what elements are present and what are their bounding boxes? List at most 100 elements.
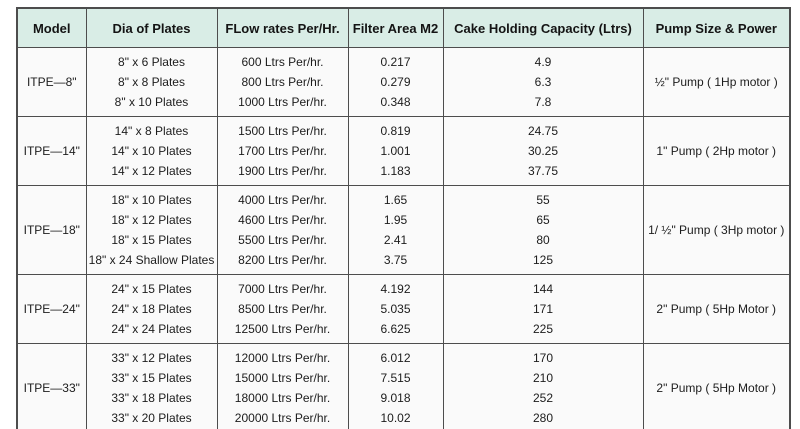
- cell-line: 37.75: [527, 164, 559, 178]
- cell-line: 7.515: [380, 371, 411, 385]
- cell-line: 0.279: [380, 75, 411, 89]
- cell-line: 18" x 10 Plates: [111, 193, 192, 207]
- flow-cell: 1500 Ltrs Per/hr. 1700 Ltrs Per/hr. 1900 L…: [216, 116, 349, 186]
- header-flow-rates: FLow rates Per/Hr.: [216, 7, 349, 48]
- cell-line: 15000 Ltrs Per/hr.: [234, 371, 331, 385]
- cell-line: 144: [532, 282, 554, 296]
- cell-line: 1500 Ltrs Per/hr.: [238, 124, 327, 138]
- cell-line: 55: [536, 193, 550, 207]
- cell-line: 2.41: [383, 233, 408, 247]
- cell-line: 12000 Ltrs Per/hr.: [234, 351, 331, 365]
- cell-line: 8" x 6 Plates: [118, 55, 185, 69]
- cell-line: 1.001: [380, 144, 411, 158]
- flow-cell: 600 Ltrs Per/hr. 800 Ltrs Per/hr. 1000 Ltr…: [216, 47, 349, 117]
- cell-line: 18000 Ltrs Per/hr.: [234, 391, 331, 405]
- area-cell: 0.217 0.279 0.348: [347, 47, 444, 117]
- cell-line: 0.348: [380, 95, 411, 109]
- cell-line: 80: [536, 233, 550, 247]
- cell-line: 800 Ltrs Per/hr.: [241, 75, 324, 89]
- cell-line: ITPE—14": [23, 144, 80, 158]
- cell-line: 8" x 8 Plates: [118, 75, 185, 89]
- model-cell: ITPE—18": [16, 185, 87, 275]
- cell-line: 1.183: [380, 164, 411, 178]
- cake-cell: 170 210 252 280: [442, 343, 644, 429]
- cell-line: 7000 Ltrs Per/hr.: [238, 282, 327, 296]
- cell-line: 33" x 12 Plates: [111, 351, 192, 365]
- area-cell: 0.819 1.001 1.183: [347, 116, 444, 186]
- cell-line: 4600 Ltrs Per/hr.: [238, 213, 327, 227]
- cell-line: 33" x 20 Plates: [111, 411, 192, 425]
- flow-cell: 12000 Ltrs Per/hr. 15000 Ltrs Per/hr. 1800…: [216, 343, 349, 429]
- cell-line: 1.65: [383, 193, 408, 207]
- table-body: ITPE—8" 8" x 6 Plates 8" x 8 Plates 8" x 10…: [16, 47, 791, 429]
- header-pump-size: Pump Size & Power: [642, 7, 791, 48]
- cell-line: 225: [532, 322, 554, 336]
- model-cell: ITPE—8": [16, 47, 87, 117]
- cell-line: 24" x 15 Plates: [111, 282, 192, 296]
- cell-line: 33" x 18 Plates: [111, 391, 192, 405]
- cell-line: 24.75: [527, 124, 559, 138]
- cell-line: 8200 Ltrs Per/hr.: [238, 253, 327, 267]
- cell-line: 4000 Ltrs Per/hr.: [238, 193, 327, 207]
- model-group-row: ITPE—24" 24" x 15 Plates 24" x 18 Plates 24…: [16, 274, 791, 344]
- cell-line: 2" Pump ( 5Hp Motor ): [656, 302, 777, 316]
- cell-line: 8500 Ltrs Per/hr.: [238, 302, 327, 316]
- cell-line: 125: [532, 253, 554, 267]
- dia-cell: 18" x 10 Plates 18" x 12 Plates 18" x 15 P…: [85, 185, 218, 275]
- cell-line: 18" x 15 Plates: [111, 233, 192, 247]
- cell-line: 24" x 24 Plates: [111, 322, 192, 336]
- cell-line: 18" x 24 Shallow Plates: [88, 253, 215, 267]
- dia-cell: 14" x 8 Plates 14" x 10 Plates 14" x 12 Pl…: [85, 116, 218, 186]
- cell-line: 33" x 15 Plates: [111, 371, 192, 385]
- cell-line: 600 Ltrs Per/hr.: [241, 55, 324, 69]
- cell-line: 1/ ½" Pump ( 3Hp motor ): [648, 223, 785, 237]
- header-row: Model Dia of Plates FLow rates Per/Hr. F…: [16, 7, 791, 48]
- cell-line: 5500 Ltrs Per/hr.: [238, 233, 327, 247]
- area-cell: 6.012 7.515 9.018 10.02: [347, 343, 444, 429]
- cell-line: 18" x 12 Plates: [111, 213, 192, 227]
- cell-line: ITPE—33": [23, 381, 80, 395]
- area-cell: 1.65 1.95 2.41 3.75: [347, 185, 444, 275]
- cell-line: 30.25: [527, 144, 559, 158]
- header-filter-area: Filter Area M2: [347, 7, 444, 48]
- model-cell: ITPE—33": [16, 343, 87, 429]
- model-group-row: ITPE—18" 18" x 10 Plates 18" x 12 Plates 18…: [16, 185, 791, 275]
- cell-line: 171: [532, 302, 554, 316]
- cell-line: 4.9: [534, 55, 552, 69]
- flow-cell: 4000 Ltrs Per/hr. 4600 Ltrs Per/hr. 5500 L…: [216, 185, 349, 275]
- cell-line: 6.625: [380, 322, 411, 336]
- cell-line: 170: [532, 351, 554, 365]
- cell-line: 1900 Ltrs Per/hr.: [238, 164, 327, 178]
- cell-line: 20000 Ltrs Per/hr.: [234, 411, 331, 425]
- dia-cell: 33" x 12 Plates 33" x 15 Plates 33" x 18 P…: [85, 343, 218, 429]
- cell-line: ITPE—24": [23, 302, 80, 316]
- cell-line: 0.217: [380, 55, 411, 69]
- cell-line: 65: [536, 213, 550, 227]
- cell-line: 1700 Ltrs Per/hr.: [238, 144, 327, 158]
- cell-line: ½" Pump ( 1Hp motor ): [654, 75, 778, 89]
- cell-line: 6.3: [534, 75, 552, 89]
- cell-line: 8" x 10 Plates: [114, 95, 189, 109]
- cell-line: 280: [532, 411, 554, 425]
- dia-cell: 24" x 15 Plates 24" x 18 Plates 24" x 24 P…: [85, 274, 218, 344]
- model-group-row: ITPE—8" 8" x 6 Plates 8" x 8 Plates 8" x 10…: [16, 47, 791, 117]
- cake-cell: 24.75 30.25 37.75: [442, 116, 644, 186]
- model-cell: ITPE—24": [16, 274, 87, 344]
- model-group-row: ITPE—33" 33" x 12 Plates 33" x 15 Plates 33…: [16, 343, 791, 429]
- cell-line: ITPE—18": [23, 223, 80, 237]
- cake-cell: 144 171 225: [442, 274, 644, 344]
- pump-cell: 2" Pump ( 5Hp Motor ): [642, 274, 791, 344]
- cell-line: 12500 Ltrs Per/hr.: [234, 322, 331, 336]
- cell-line: 14" x 10 Plates: [111, 144, 192, 158]
- pump-cell: 1/ ½" Pump ( 3Hp motor ): [642, 185, 791, 275]
- cell-line: 252: [532, 391, 554, 405]
- cell-line: 1.95: [383, 213, 408, 227]
- pump-cell: ½" Pump ( 1Hp motor ): [642, 47, 791, 117]
- cell-line: 1" Pump ( 2Hp motor ): [656, 144, 777, 158]
- cell-line: ITPE—8": [26, 75, 77, 89]
- cell-line: 6.012: [380, 351, 411, 365]
- cake-cell: 55 65 80 125: [442, 185, 644, 275]
- cell-line: 9.018: [380, 391, 411, 405]
- cell-line: 24" x 18 Plates: [111, 302, 192, 316]
